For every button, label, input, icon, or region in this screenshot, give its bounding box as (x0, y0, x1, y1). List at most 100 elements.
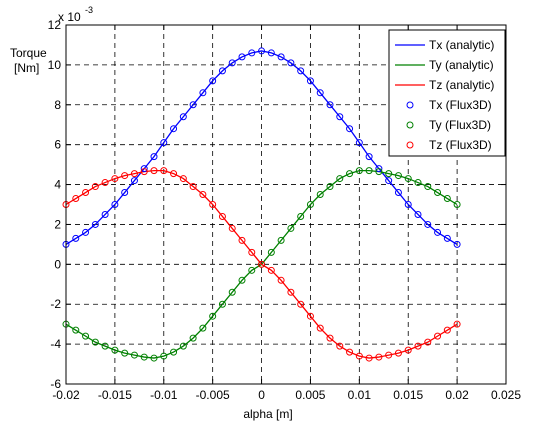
data-point (297, 300, 305, 308)
y-exponent: -3 (85, 5, 93, 15)
data-point (130, 170, 138, 178)
data-point (306, 201, 314, 208)
x-tick-label: 0.015 (393, 388, 423, 402)
data-point (267, 49, 275, 57)
x-tick-label: 0.025 (491, 388, 521, 402)
data-point (189, 183, 197, 191)
data-point (443, 234, 451, 242)
x-axis-label: alpha [m] (243, 407, 292, 421)
legend-label-ty-analytic: Ty (analytic) (429, 58, 494, 72)
data-point (209, 312, 217, 320)
y-tick-label: 6 (54, 138, 61, 152)
y-multiplier: x 10 (58, 10, 81, 24)
data-point (355, 167, 363, 175)
data-point (394, 189, 402, 197)
data-point (434, 332, 442, 340)
data-point (414, 179, 422, 187)
data-point (199, 89, 207, 97)
data-point (111, 175, 119, 183)
data-point (130, 351, 138, 359)
data-point (179, 342, 187, 350)
data-point (355, 139, 363, 147)
data-point (277, 236, 285, 244)
data-point (179, 175, 187, 183)
axis-ticks: -0.02 -0.015 -0.01 -0.005 0 0.005 0.01 0.015 0.0… (48, 18, 522, 402)
legend-label-tz-flux3d: Tz (Flux3D) (429, 138, 492, 152)
x-tick-label: 0.02 (445, 388, 469, 402)
x-tick-label: -0.01 (150, 388, 178, 402)
data-point (326, 183, 334, 191)
data-point (404, 346, 412, 354)
data-point (394, 172, 402, 180)
data-point (228, 224, 236, 232)
data-point (394, 349, 402, 357)
data-point (82, 189, 90, 197)
plot-frame (65, 24, 507, 385)
data-point (238, 53, 246, 61)
data-point (189, 101, 197, 109)
data-point (218, 300, 226, 308)
data-point (424, 338, 432, 346)
data-point (218, 67, 226, 75)
data-point (336, 113, 344, 121)
data-point (267, 266, 275, 274)
data-point (121, 349, 129, 357)
data-point (297, 67, 305, 75)
data-point (375, 353, 383, 361)
data-point (170, 170, 178, 178)
data-point (365, 153, 373, 161)
data-point (160, 139, 168, 147)
data-point (404, 175, 412, 183)
data-point (453, 320, 461, 328)
data-point (101, 210, 109, 218)
data-point (277, 276, 285, 284)
grid (66, 25, 506, 384)
data-point (101, 342, 109, 350)
y-tick-label: 10 (48, 58, 62, 72)
data-point (326, 101, 334, 109)
data-point (238, 236, 246, 244)
data-point (306, 312, 314, 320)
data-point (267, 248, 275, 256)
data-point (111, 201, 119, 208)
data-point (326, 334, 334, 342)
data-point (316, 324, 324, 332)
data-point (336, 175, 344, 183)
x-tick-label: -0.015 (98, 388, 132, 402)
data-point (218, 212, 226, 220)
data-point (140, 353, 148, 361)
data-point (82, 228, 90, 236)
data-point (434, 189, 442, 197)
data-point (424, 183, 432, 191)
data-point (443, 326, 451, 334)
data-point (170, 348, 178, 356)
y-tick-label: -2 (50, 297, 61, 311)
data-point (355, 352, 363, 360)
data-point (150, 354, 158, 362)
data-point (258, 260, 266, 268)
data-point (443, 195, 451, 203)
y-tick-label: -4 (50, 337, 61, 351)
data-point (385, 170, 393, 178)
legend-label-ty-flux3d: Ty (Flux3D) (429, 118, 491, 132)
data-point (365, 167, 373, 175)
y-tick-label: 8 (54, 98, 61, 112)
legend-box (388, 29, 506, 157)
data-point (121, 172, 129, 180)
y-axis-label-line1: Torque (10, 46, 47, 60)
data-point (101, 179, 109, 187)
data-point (248, 49, 256, 57)
legend-swatch-tx-flux3d (406, 101, 414, 109)
data-point (258, 47, 266, 55)
y-tick-label: 4 (54, 178, 61, 192)
data-point (385, 177, 393, 185)
data-point (453, 201, 461, 208)
y-axis-label-line2: [Nm] (14, 61, 39, 75)
legend-label-tz-analytic: Tz (analytic) (429, 78, 494, 92)
data-point (199, 191, 207, 199)
data-point (140, 168, 148, 176)
data-point (404, 201, 412, 208)
data-point (453, 240, 461, 248)
data-point (385, 351, 393, 359)
data-point (346, 125, 354, 133)
